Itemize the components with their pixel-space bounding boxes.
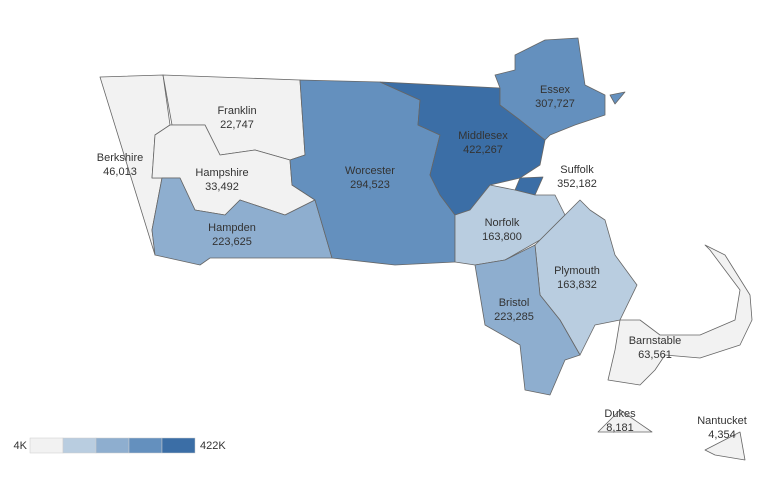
county: [494, 37, 606, 141]
county-name: Bristol: [499, 297, 530, 309]
county-name: Berkshire: [97, 152, 143, 164]
county-value: 223,285: [494, 311, 534, 323]
county-name: Barnstable: [629, 335, 682, 347]
county-value: 8,181: [606, 422, 634, 434]
county-value: 63,561: [638, 349, 672, 361]
county-name: Plymouth: [554, 265, 600, 277]
county-value: 294,523: [350, 179, 390, 191]
county-value: 223,625: [212, 236, 252, 248]
county-name: Norfolk: [485, 217, 520, 229]
county: [474, 244, 581, 396]
county-name: Hampden: [208, 222, 256, 234]
legend-swatch: [62, 437, 97, 454]
county: [704, 431, 746, 461]
county-name: Essex: [540, 84, 570, 96]
legend-swatch: [29, 437, 64, 454]
county: [454, 184, 566, 266]
county-value: 22,747: [220, 119, 254, 131]
county-value: 163,800: [482, 231, 522, 243]
county-value: 422,267: [463, 144, 503, 156]
county-name: Dukes: [604, 408, 636, 420]
county-value: 352,182: [557, 178, 597, 190]
county-name: Nantucket: [697, 415, 747, 427]
legend-swatch: [128, 437, 163, 454]
county: [609, 91, 626, 105]
county: [151, 177, 333, 266]
county-name: Worcester: [345, 165, 395, 177]
county: [607, 244, 753, 386]
county-value: 307,727: [535, 98, 575, 110]
county: [597, 409, 653, 433]
county-name: Suffolk: [560, 164, 594, 176]
county-name: Middlesex: [458, 130, 508, 142]
county-name: Franklin: [217, 105, 256, 117]
legend-min-label: 4K: [14, 440, 28, 452]
county-value: 4,354: [708, 429, 736, 441]
legend-max-label: 422K: [200, 440, 226, 452]
county-value: 46,013: [103, 166, 137, 178]
county-value: 33,492: [205, 181, 239, 193]
county-value: 163,832: [557, 279, 597, 291]
legend-swatch: [95, 437, 130, 454]
county-name: Hampshire: [195, 167, 248, 179]
legend-swatch: [161, 437, 196, 454]
